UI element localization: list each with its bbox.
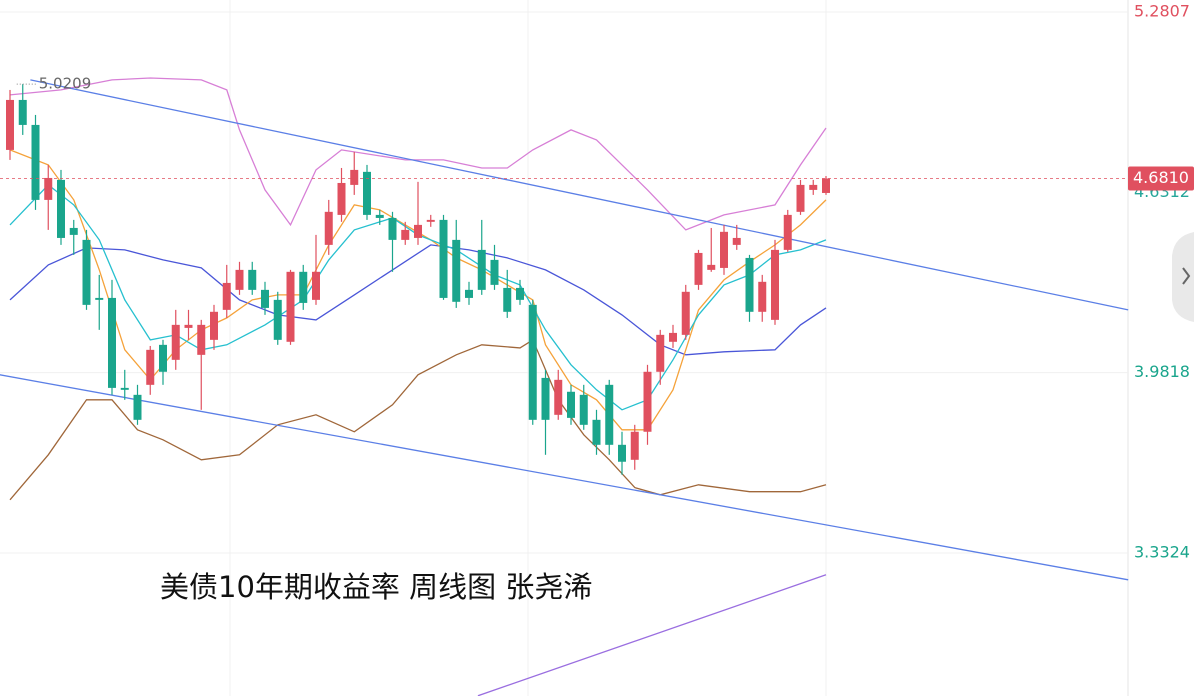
candle-body (18, 99, 27, 125)
candle-body (465, 289, 473, 298)
candle-body (6, 99, 14, 150)
candle-body (592, 419, 601, 445)
candle-body (541, 377, 550, 420)
candle-body (822, 178, 830, 193)
candle-body (235, 269, 244, 290)
candle-body (69, 227, 78, 235)
candle-body (120, 387, 129, 390)
y-tick-label: 5.2807 (1134, 1, 1190, 20)
candle-body (528, 304, 537, 420)
candle-body (796, 184, 805, 212)
candle-body (579, 394, 588, 425)
candle-body (350, 169, 359, 185)
candle-body (503, 287, 512, 312)
candle-body (82, 239, 91, 305)
indicator-line (9, 184, 827, 411)
candle-body (669, 332, 677, 342)
candle-body (197, 324, 206, 355)
candle-body (452, 239, 461, 302)
candle-body (694, 252, 703, 285)
last-price-box (1128, 166, 1194, 191)
y-tick-label: 3.3324 (1134, 542, 1190, 561)
candle-body (171, 324, 180, 360)
candle-body (184, 324, 193, 328)
candle-body (31, 124, 40, 200)
candle-body (490, 259, 499, 285)
candle-body (133, 394, 142, 420)
candle-body (401, 229, 410, 240)
candle-body (681, 291, 690, 335)
candle-body (783, 214, 792, 250)
side-toggle[interactable] (1172, 232, 1194, 322)
candle-body (618, 444, 626, 462)
candle-body (299, 271, 308, 303)
side-toggle-arrow (1182, 267, 1191, 285)
candle-body (771, 249, 779, 320)
candle-body (375, 214, 384, 218)
y-tick-label: 3.9818 (1134, 362, 1190, 381)
indicator-line (9, 77, 827, 231)
candle-body (146, 349, 155, 385)
candle-body (439, 219, 448, 298)
chart-title: 美债10年期收益率 周线图 张尧浠 (160, 570, 592, 604)
candle-body (286, 271, 295, 342)
candle-body (414, 224, 422, 238)
indicator-line (9, 244, 827, 356)
candle-body (57, 179, 65, 238)
candle-body (222, 282, 231, 310)
candle-body (720, 231, 728, 268)
candle-body (567, 391, 575, 418)
candle-body (363, 171, 371, 215)
candle-body (554, 379, 563, 415)
candle-body (707, 264, 716, 270)
indicator-line (30, 79, 1129, 311)
candle-body (732, 237, 741, 245)
candle-body (745, 257, 754, 312)
candle-body (758, 281, 767, 312)
candle-body (273, 299, 282, 340)
candle-body (248, 269, 257, 290)
candle-body (388, 217, 397, 240)
candle-body (630, 431, 639, 460)
candle-body (477, 249, 486, 290)
candle-body (516, 287, 524, 300)
indicator-line (0, 374, 1129, 581)
candle-body (426, 219, 435, 222)
candle-body (643, 371, 652, 432)
candle-body (312, 271, 320, 300)
candle-body (159, 344, 167, 372)
candle-body (605, 384, 614, 445)
candle-body (261, 289, 269, 308)
candle-body (656, 334, 665, 372)
last-price-label: 4.6810 (1133, 168, 1189, 187)
candle-body (337, 182, 346, 215)
candle-body (210, 311, 218, 340)
candle-body (809, 184, 818, 190)
candle-body (44, 177, 53, 200)
candle-body (95, 297, 104, 300)
max-label: 5.0209 (39, 75, 92, 93)
indicator-line (477, 574, 827, 696)
candle-body (324, 211, 333, 245)
candle-body (108, 297, 116, 388)
